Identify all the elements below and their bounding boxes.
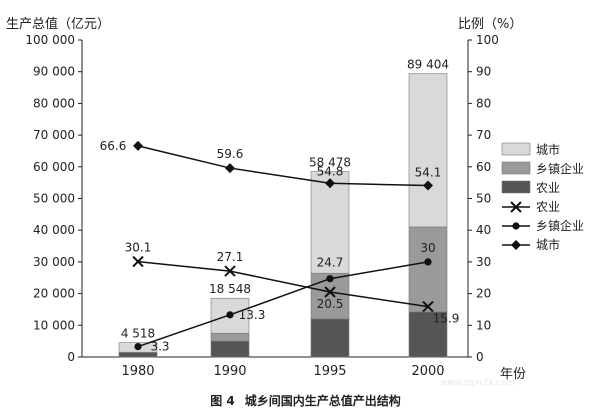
- line-data-label: 24.7: [317, 256, 344, 270]
- line-marker-x: [422, 300, 434, 313]
- y-tick-label-left: 50 000: [33, 192, 75, 206]
- legend-label: 乡镇企业: [536, 161, 584, 176]
- x-tick-label: 1990: [213, 364, 246, 379]
- y-tick-label-left: 30 000: [33, 255, 75, 269]
- bar-segment: [408, 311, 448, 358]
- y-tick-label-left: 20 000: [33, 287, 75, 301]
- y-tick-label-left: 40 000: [33, 223, 75, 237]
- x-tick-label: 1995: [313, 364, 346, 379]
- line-data-label: 66.6: [100, 139, 127, 153]
- bar-segment: [310, 171, 350, 274]
- legend-label: 城市: [536, 237, 560, 252]
- line-marker-circle: [226, 311, 234, 319]
- line-marker-diamond: [325, 178, 335, 189]
- bar-segment: [408, 73, 448, 228]
- legend-label: 乡镇企业: [536, 218, 584, 233]
- line-marker-circle: [512, 222, 520, 230]
- y-tick-label-left: 10 000: [33, 318, 75, 332]
- y-axis-right-title: 比例（%）: [458, 17, 522, 32]
- y-tick-label-right: 80: [476, 96, 491, 110]
- y-tick-label-left: 0: [67, 350, 75, 364]
- line-marker-diamond: [511, 240, 521, 250]
- bar-segment: [210, 332, 250, 342]
- y-tick-label-left: 80 000: [33, 96, 75, 110]
- legend-label: 城市: [536, 142, 560, 157]
- line-data-label: 13.3: [239, 308, 266, 322]
- y-tick-label-left: 90 000: [33, 65, 75, 79]
- y-tick-label-left: 70 000: [33, 128, 75, 142]
- bar-total-label: 18 548: [209, 282, 251, 296]
- y-axis-left-title: 生产总值（亿元）: [6, 16, 110, 32]
- line-data-label: 3.3: [150, 340, 169, 354]
- bar-segment: [210, 340, 250, 358]
- legend-swatch: [501, 180, 531, 194]
- y-tick-label-right: 90: [476, 65, 491, 79]
- line-data-label: 54.8: [317, 164, 344, 178]
- plot-area: 0 10 000 20 000 30 000 40 000 50 000 60 000 70 …: [25, 33, 584, 379]
- line-marker-circle: [134, 342, 142, 351]
- bar-segment: [408, 226, 448, 313]
- figure-title: 城乡间国内生产总值产出结构: [244, 394, 401, 408]
- legend-label: 农业: [536, 200, 560, 214]
- line-marker-x: [224, 265, 236, 277]
- line-marker-x: [510, 201, 522, 213]
- line-marker-diamond: [133, 140, 143, 151]
- line-data-label: 54.1: [415, 166, 442, 180]
- line-marker-diamond: [423, 180, 433, 191]
- x-axis-title: 年份: [500, 367, 526, 382]
- y-tick-label-right: 10: [476, 318, 491, 332]
- watermark: www.zgxcfx.com: [440, 378, 516, 388]
- figure-caption: 图 4 城乡间国内生产总值产出结构: [0, 392, 611, 409]
- y-tick-label-right: 70: [476, 128, 491, 142]
- line-series: [137, 261, 429, 348]
- legend-swatch: [501, 161, 531, 175]
- line-data-label: 59.6: [217, 147, 244, 161]
- bar-total-label: 89 404: [407, 58, 449, 72]
- x-tick-label: 2000: [411, 364, 444, 379]
- bar-segment: [310, 318, 350, 358]
- bar-total-label: 58 478: [309, 156, 351, 170]
- line-marker-diamond: [225, 163, 235, 174]
- figure-number: 图 4: [210, 394, 235, 408]
- legend-swatch: [501, 142, 531, 156]
- line-data-label: 20.5: [317, 297, 344, 311]
- line-data-label: 30: [420, 241, 435, 255]
- y-tick-label-right: 20: [476, 287, 491, 301]
- line-data-label: 15.9: [433, 312, 460, 326]
- y-tick-label-right: 30: [476, 255, 491, 269]
- y-tick-label-right: 100: [476, 33, 499, 47]
- line-marker-circle: [326, 275, 334, 283]
- line-series: [137, 260, 429, 308]
- y-tick-label-left: 60 000: [33, 160, 75, 174]
- y-tick-label-right: 60: [476, 160, 491, 174]
- line-marker-circle: [424, 258, 432, 266]
- line-data-label: 27.1: [217, 250, 244, 264]
- y-tick-label-right: 50: [476, 192, 491, 206]
- y-tick-label-right: 0: [476, 350, 484, 364]
- x-tick-label: 1980: [121, 364, 154, 379]
- bar-total-label: 4 518: [121, 327, 155, 341]
- line-data-label: 30.1: [125, 241, 152, 255]
- y-tick-label-right: 40: [476, 223, 491, 237]
- line-series: [137, 145, 429, 187]
- line-marker-x: [132, 255, 144, 268]
- y-tick-label-left: 100 000: [25, 33, 75, 47]
- line-marker-x: [324, 286, 336, 298]
- legend-label: 农业: [536, 181, 560, 195]
